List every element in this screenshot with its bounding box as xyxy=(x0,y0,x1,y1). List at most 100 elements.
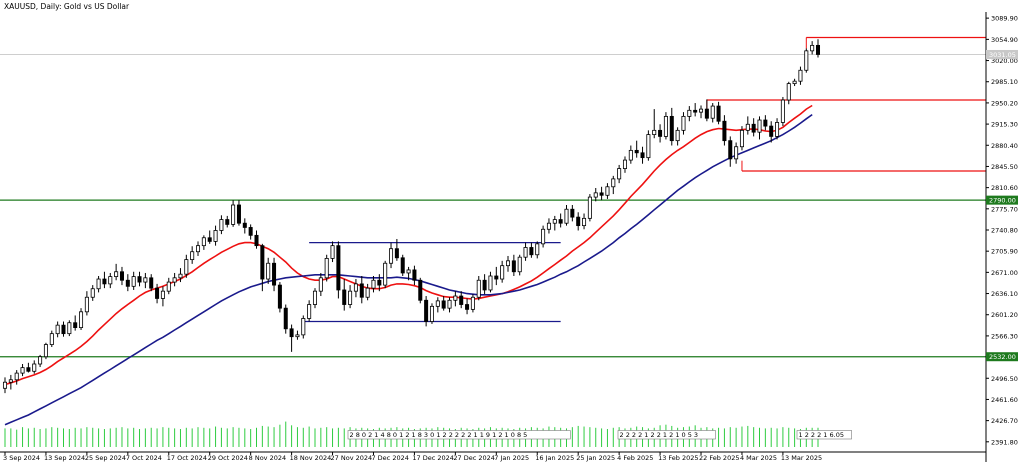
time-tick-label: 4 Feb 2025 xyxy=(617,454,653,462)
candle-body xyxy=(231,204,236,225)
time-tick-label: 7 Oct 2024 xyxy=(126,454,162,462)
candle-body xyxy=(757,119,762,133)
time-tick-label: 27 Dec 2024 xyxy=(453,454,495,462)
time-tick-label: 29 Oct 2024 xyxy=(208,454,248,462)
candle-body xyxy=(301,318,306,336)
candle-body xyxy=(207,237,212,242)
candle-body xyxy=(798,69,803,82)
candle-body xyxy=(312,290,318,305)
candle-body xyxy=(482,279,487,291)
candle-body xyxy=(465,304,470,310)
candle-body xyxy=(804,50,809,71)
candle-body xyxy=(541,228,546,245)
candle-body xyxy=(248,227,253,236)
candle-body xyxy=(119,271,124,281)
candle-body xyxy=(219,219,224,231)
moving-average-line xyxy=(4,104,813,386)
candle-body xyxy=(505,260,511,267)
candle-body xyxy=(371,279,376,289)
price-tick-label: 3020.00 xyxy=(991,57,1018,65)
candle-body xyxy=(669,115,674,142)
candle-body xyxy=(166,281,171,292)
candle-body xyxy=(277,284,282,309)
candle-body xyxy=(470,296,475,310)
time-tick-label: 17 Dec 2024 xyxy=(412,454,454,462)
candle-body xyxy=(704,108,709,119)
candle-body xyxy=(810,44,815,52)
candle-body xyxy=(511,260,516,273)
candle-body xyxy=(242,222,247,228)
candle-body xyxy=(155,287,160,299)
candle-body xyxy=(67,322,72,335)
candle-body xyxy=(295,334,300,338)
candle-body xyxy=(102,278,107,285)
price-tick-label: 2496.50 xyxy=(991,375,1018,383)
candle-body xyxy=(792,80,797,85)
candle-body xyxy=(196,245,201,253)
candle-body xyxy=(786,83,791,101)
volume-tag-box xyxy=(617,430,716,440)
candle-body xyxy=(570,208,575,218)
horizontal-line-label: 2532.00 xyxy=(989,353,1016,361)
price-tick-label: 2740.80 xyxy=(991,226,1018,234)
candle-body xyxy=(459,295,464,305)
candle-body xyxy=(734,146,739,160)
price-tick-label: 2426.70 xyxy=(991,417,1018,425)
candle-body xyxy=(535,243,540,256)
time-tick-label: 13 Feb 2025 xyxy=(658,454,698,462)
candle-body xyxy=(143,277,148,283)
candle-body xyxy=(125,279,130,287)
price-tick-label: 2880.40 xyxy=(991,142,1018,150)
candle-body xyxy=(236,204,241,224)
candle-body xyxy=(32,363,37,372)
candle-body xyxy=(558,219,563,224)
price-tick-label: 3089.90 xyxy=(991,15,1018,23)
candle-body xyxy=(318,277,323,292)
candle-body xyxy=(517,256,522,273)
candle-body xyxy=(43,344,48,358)
time-tick-label: 22 Feb 2025 xyxy=(699,454,739,462)
volume-tag-label: 1 2 2 2 1 6.05 xyxy=(799,431,844,439)
time-tick-label: 13 Sep 2024 xyxy=(44,454,85,462)
candle-body xyxy=(710,105,715,119)
time-tick-label: 25 Sep 2024 xyxy=(85,454,126,462)
volume-tag-label: 2 2 2 2 1 2 2 1 2 1 0 5 3 xyxy=(620,431,699,439)
candle-body xyxy=(640,152,645,159)
time-tick-label: 7 Dec 2024 xyxy=(371,454,408,462)
candle-body xyxy=(96,278,101,290)
time-tick-label: 8 Nov 2024 xyxy=(249,454,286,462)
volume-tag-box xyxy=(796,430,852,440)
price-tick-label: 3054.90 xyxy=(991,36,1018,44)
candle-body xyxy=(441,300,446,309)
price-tick-label: 2915.30 xyxy=(991,121,1018,129)
time-tick-label: 16 Jan 2025 xyxy=(535,454,574,462)
horizontal-line-label: 2790.00 xyxy=(989,197,1016,205)
current-price-label: 3031.05 xyxy=(989,51,1016,59)
price-tick-label: 2671.00 xyxy=(991,269,1018,277)
candle-body xyxy=(675,129,680,142)
candle-body xyxy=(394,248,399,259)
candle-body xyxy=(494,275,499,280)
candle-body xyxy=(500,265,505,280)
candle-body xyxy=(699,108,704,113)
candle-body xyxy=(488,275,493,291)
candle-body xyxy=(283,307,288,330)
price-tick-label: 2705.90 xyxy=(991,248,1018,256)
candle-body xyxy=(190,251,195,261)
candle-body xyxy=(646,134,651,159)
candle-body xyxy=(652,129,657,135)
candle-body xyxy=(663,115,668,137)
candle-body xyxy=(20,367,25,374)
candle-body xyxy=(587,196,592,219)
candle-body xyxy=(546,222,551,230)
candle-body xyxy=(90,288,95,298)
candle-body xyxy=(400,257,405,274)
candle-body xyxy=(582,217,587,227)
candle-body xyxy=(780,99,785,123)
candle-body xyxy=(617,168,622,180)
candle-body xyxy=(8,379,13,383)
price-tick-label: 2601.20 xyxy=(991,311,1018,319)
candle-body xyxy=(599,192,604,196)
